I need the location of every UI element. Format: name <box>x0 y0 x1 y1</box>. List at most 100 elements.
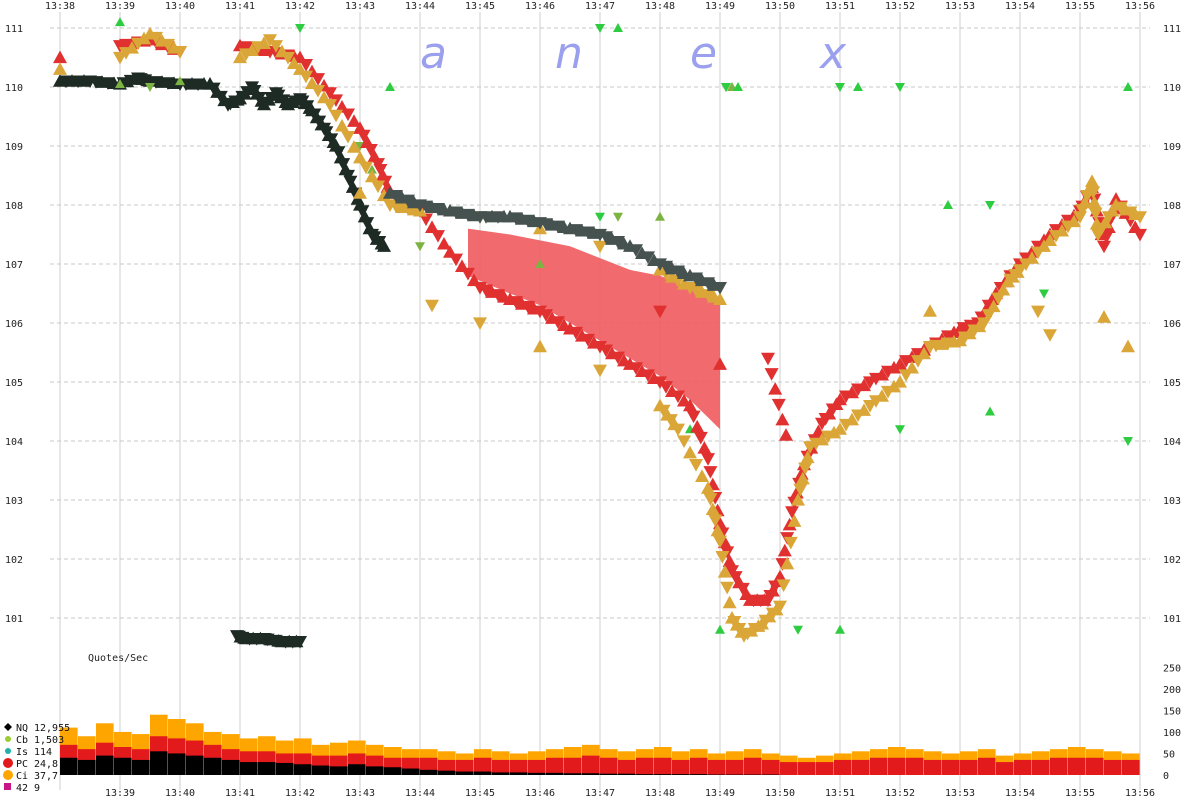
point-PC <box>875 367 889 381</box>
point-PC <box>728 571 743 584</box>
point-PC <box>431 230 445 243</box>
point-PC <box>703 466 718 479</box>
point-PC <box>713 357 727 370</box>
series-NQ <box>53 72 391 649</box>
point-Ci <box>783 536 798 550</box>
point-PC <box>569 326 583 340</box>
point-PC <box>611 351 625 365</box>
point-Ci <box>287 56 301 69</box>
point-Ci <box>161 38 175 52</box>
point-NQ-upper <box>407 195 421 209</box>
vol-bar-PC <box>870 757 888 775</box>
legend: NQ 12,955 Cb 1,503 Is 114 PC 24,8 Ci 37,7 42 9 <box>3 723 70 794</box>
point-Is <box>1039 289 1049 299</box>
y-tick-label-left: 111 <box>5 24 23 35</box>
vol-bar-NQ <box>510 772 528 775</box>
vol-bar-PC <box>1122 759 1140 775</box>
point-Is <box>295 24 305 33</box>
point-Ci <box>776 579 791 592</box>
point-PC <box>425 220 439 234</box>
point-NQ <box>324 133 339 146</box>
point-PC <box>647 371 661 385</box>
point-Is <box>721 83 731 92</box>
point-Ci <box>780 556 795 570</box>
point-NQ <box>149 76 163 89</box>
vol-bar-NQ <box>672 774 690 775</box>
legend-count: 24,8 <box>34 759 58 770</box>
x-tick-label-top: 13:49 <box>705 1 735 12</box>
point-Ci <box>533 339 547 353</box>
legend-item-42: 42 9 <box>4 783 40 794</box>
point-NQ-upper <box>617 236 631 250</box>
point-Ci <box>1031 305 1045 319</box>
point-PC <box>629 362 643 375</box>
point-Ci <box>991 292 1006 306</box>
vol-bar-NQ <box>294 764 312 775</box>
point-Ci <box>1043 233 1057 246</box>
x-tick-label-top: 13:54 <box>1005 1 1035 12</box>
legend-label: Cb <box>16 735 28 746</box>
point-Ci <box>683 445 697 459</box>
vol-bar-PC <box>672 759 690 775</box>
point-PC <box>467 273 481 287</box>
point-NQ-upper <box>449 206 463 220</box>
vol-bar-NQ <box>384 767 402 775</box>
legend-count: 9 <box>34 783 40 794</box>
vol-bar-NQ <box>438 770 456 775</box>
point-Ci <box>1010 265 1025 278</box>
x-tick-label-top: 13:39 <box>105 1 135 12</box>
point-PC <box>775 412 790 426</box>
vol-bar-NQ <box>78 759 96 775</box>
vol-bar-NQ <box>636 774 654 775</box>
point-Ci <box>1055 223 1069 237</box>
point-NQ <box>307 108 322 122</box>
point-PC <box>785 506 799 519</box>
point-Ci <box>815 432 829 446</box>
point-NQ <box>247 84 262 98</box>
point-Ci <box>1043 329 1057 342</box>
x-tick-label-bottom: 13:44 <box>405 788 435 799</box>
vol-y-tick-label: 150 <box>1163 706 1181 717</box>
vol-bar-NQ <box>186 755 204 775</box>
point-Is <box>1123 437 1133 446</box>
point-Ci <box>1037 239 1051 252</box>
point-Ci <box>703 493 718 506</box>
y-tick-label-right: 106 <box>1163 319 1181 330</box>
point-Ci <box>1128 207 1143 221</box>
point-NQ-upper <box>707 278 721 291</box>
point-NQ-upper <box>677 266 691 280</box>
vol-bar-NQ <box>258 762 276 775</box>
point-Ci <box>1087 195 1102 209</box>
point-Ci <box>663 414 678 427</box>
point-NQ-upper <box>497 209 511 223</box>
point-PC <box>690 419 705 433</box>
point-NQ <box>271 634 286 647</box>
vol-bar-NQ <box>654 774 672 775</box>
vol-bar-PC <box>708 759 726 775</box>
x-tick-label-bottom: 13:54 <box>1005 788 1035 799</box>
x-tick-label-top: 13:53 <box>945 1 975 12</box>
point-Ci <box>986 299 1001 313</box>
point-Ci <box>593 364 607 378</box>
point-Ci <box>887 379 901 393</box>
legend-marker <box>4 723 12 731</box>
point-NQ-upper <box>629 244 643 257</box>
point-Ci <box>359 161 373 175</box>
point-NQ-upper <box>599 231 613 244</box>
y-tick-label-right: 111 <box>1163 24 1181 35</box>
price-points <box>53 17 1147 649</box>
x-tick-label-top: 13:43 <box>345 1 375 12</box>
point-Ci <box>269 40 283 53</box>
point-NQ-upper <box>641 251 655 264</box>
vol-bar-PC <box>798 762 816 775</box>
series-Is <box>115 17 1133 635</box>
point-Ci <box>705 502 720 516</box>
point-Ci <box>1098 215 1113 229</box>
vol-bar-PC <box>780 762 798 775</box>
x-tick-label-top: 13:42 <box>285 1 315 12</box>
vol-bar-PC <box>906 757 924 775</box>
y-tick-label-left: 103 <box>5 496 23 507</box>
point-Cb <box>613 212 623 222</box>
legend-marker <box>5 748 11 754</box>
